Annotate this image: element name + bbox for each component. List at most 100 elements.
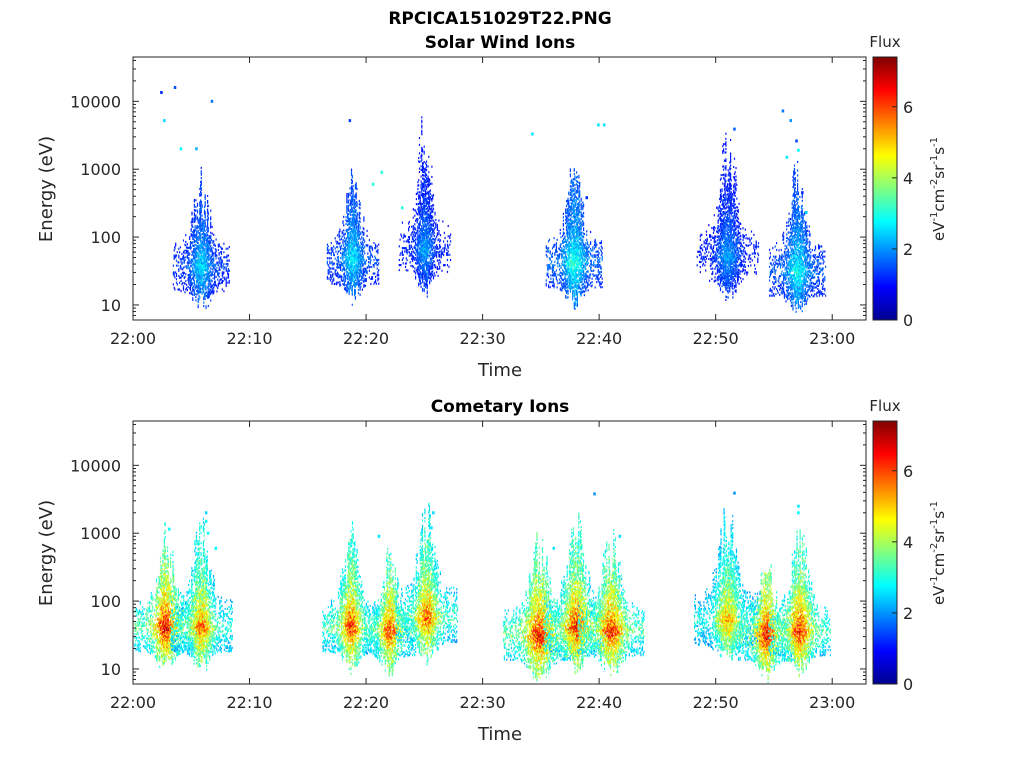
heatmap-cell — [428, 222, 430, 225]
heatmap-cell — [562, 223, 564, 226]
heatmap-cell — [350, 236, 353, 239]
heatmap-cell — [208, 291, 210, 294]
heatmap-cell — [352, 229, 354, 232]
heatmap-cell — [424, 234, 426, 237]
heatmap-cell — [425, 243, 428, 246]
heatmap-cell — [549, 250, 551, 253]
heatmap-cell — [194, 243, 196, 246]
heatmap-cell — [437, 268, 439, 271]
heatmap-cell — [217, 264, 219, 267]
heatmap-cell — [572, 227, 575, 230]
heatmap-cell — [200, 233, 202, 236]
heatmap-cell — [203, 268, 206, 271]
heatmap-cell — [565, 245, 568, 248]
heatmap-cell — [333, 262, 335, 265]
heatmap-cell — [561, 289, 563, 292]
heatmap-cell — [420, 234, 422, 237]
heatmap-cell — [570, 180, 572, 183]
heatmap-cell — [572, 201, 574, 204]
heatmap-cell — [403, 247, 405, 250]
heatmap-cell — [699, 266, 701, 269]
heatmap-cell — [197, 226, 199, 229]
heatmap-cell — [423, 242, 425, 245]
heatmap-cell — [427, 263, 429, 266]
heatmap-cell — [421, 224, 423, 227]
heatmap-cell — [565, 254, 567, 257]
heatmap-cell — [350, 285, 352, 288]
heatmap-cell — [351, 274, 353, 277]
heatmap-cell — [418, 274, 420, 277]
heatmap-cell — [438, 231, 440, 234]
heatmap-cell — [572, 279, 575, 282]
heatmap-cell — [198, 247, 200, 250]
heatmap-cell — [561, 282, 563, 285]
heatmap-cell — [197, 285, 199, 288]
heatmap-cell — [349, 199, 351, 202]
heatmap-cell — [196, 265, 199, 268]
heatmap-cell — [418, 213, 421, 216]
heatmap-cell — [194, 265, 196, 268]
heatmap-cell — [427, 201, 429, 204]
heatmap-cell — [425, 213, 428, 216]
heatmap-cell — [355, 265, 357, 268]
heatmap-cell — [427, 223, 429, 226]
heatmap-cell — [359, 271, 361, 274]
heatmap-cell — [418, 240, 421, 243]
heatmap-cell — [438, 233, 440, 236]
heatmap-cell — [547, 265, 549, 268]
heatmap-cell — [419, 238, 421, 241]
heatmap-cell — [584, 259, 586, 262]
heatmap-cell — [351, 176, 353, 179]
heatmap-cell — [377, 250, 379, 253]
heatmap-cell — [419, 260, 421, 263]
heatmap-cell — [207, 216, 209, 219]
heatmap-cell — [576, 171, 578, 174]
heatmap-cell — [374, 272, 376, 275]
heatmap-cell — [545, 253, 547, 256]
heatmap-cell — [354, 237, 356, 240]
heatmap-cell — [190, 229, 192, 232]
heatmap-cell — [227, 269, 230, 272]
heatmap-cell — [349, 241, 351, 244]
heatmap-cell — [212, 251, 214, 254]
heatmap-cell — [568, 245, 570, 248]
heatmap-cell — [401, 235, 403, 238]
heatmap-cell — [354, 248, 356, 251]
heatmap-cell — [333, 254, 335, 257]
heatmap-cell — [419, 250, 421, 253]
heatmap-cell — [352, 235, 354, 238]
heatmap-cell — [427, 180, 429, 183]
heatmap-cell — [446, 258, 449, 261]
heatmap-cell — [583, 269, 585, 272]
heatmap-cell — [207, 211, 209, 214]
heatmap-cell — [332, 272, 334, 275]
heatmap-cell — [586, 230, 588, 233]
heatmap-cell — [348, 292, 350, 295]
heatmap-cell — [411, 256, 414, 259]
heatmap-cell — [200, 262, 202, 265]
heatmap-cell — [408, 237, 410, 240]
heatmap-cell — [358, 252, 360, 255]
heatmap-cell — [175, 274, 178, 277]
heatmap-cell — [422, 150, 424, 153]
heatmap-cell — [572, 281, 574, 284]
heatmap-cell — [179, 281, 181, 284]
heatmap-cell — [417, 213, 419, 216]
heatmap-cell — [207, 293, 209, 296]
heatmap-cell — [425, 250, 428, 253]
heatmap-cell — [350, 205, 353, 208]
heatmap-cell — [342, 283, 344, 286]
heatmap-cell — [418, 202, 420, 205]
heatmap-cell — [354, 272, 356, 275]
heatmap-cell — [200, 280, 202, 283]
heatmap-cell — [347, 274, 349, 277]
heatmap-cell — [427, 206, 429, 209]
heatmap-cell — [336, 245, 338, 248]
heatmap-cell — [568, 267, 570, 270]
heatmap-cell — [566, 233, 568, 236]
heatmap-cell — [428, 227, 430, 230]
heatmap-cell — [199, 288, 201, 291]
heatmap-cell — [204, 212, 206, 215]
heatmap-cell — [329, 267, 332, 270]
heatmap-cell — [424, 235, 426, 238]
